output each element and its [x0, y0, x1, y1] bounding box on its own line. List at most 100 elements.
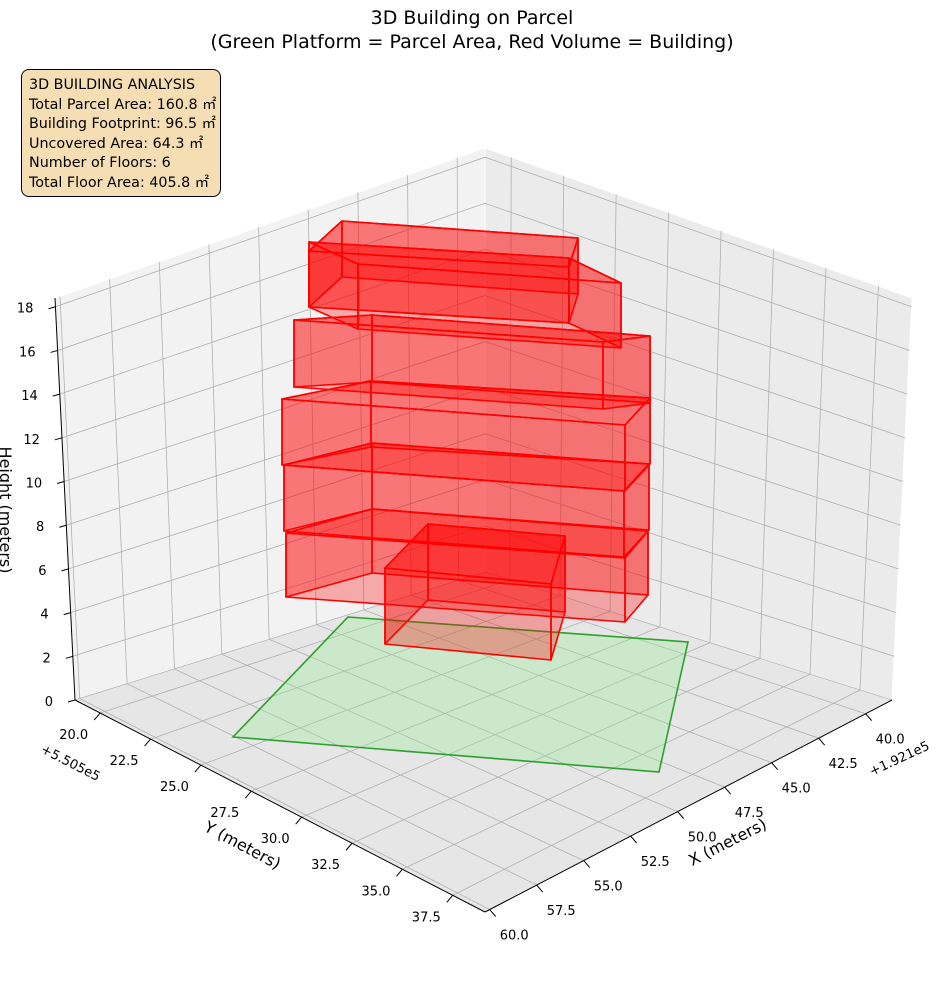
z-tick-label: 4 [40, 608, 48, 623]
z-tick-label: 16 [19, 345, 36, 360]
y-tick-mark [244, 790, 252, 799]
x-gridline [258, 226, 678, 812]
z-gridline [72, 525, 895, 657]
z-tick-mark [54, 437, 63, 441]
z-tick-mark [59, 524, 67, 528]
info-title: 3D BUILDING ANALYSIS [29, 77, 196, 93]
z-tick-label: 10 [26, 477, 43, 492]
building-floor [293, 314, 651, 410]
z-tick-label: 18 [17, 302, 34, 317]
x-tick-label: 50.0 [688, 831, 717, 846]
x-tick-mark [630, 835, 638, 844]
x-gridline [407, 175, 819, 739]
z-tick-label: 14 [21, 389, 38, 404]
info-footprint: Building Footprint: 96.5 ㎡ [29, 116, 216, 133]
y-tick-label: 27.5 [210, 806, 239, 821]
info-parcel-area: Total Parcel Area: 160.8 ㎡ [29, 96, 217, 113]
x-axis-line [484, 699, 893, 913]
y-gridline [150, 175, 565, 740]
z-gridline [64, 341, 903, 482]
x-tick-mark [771, 762, 779, 770]
x-tick-mark [865, 713, 873, 722]
x-gridline [208, 244, 631, 837]
x-tick-label: 60.0 [500, 929, 529, 944]
x-tick-mark [489, 909, 497, 917]
x-tick-label: 55.0 [594, 880, 623, 895]
z-tick-label: 8 [36, 520, 44, 535]
z-gridline [61, 295, 906, 439]
info-floors: Number of Floors: 6 [29, 155, 171, 172]
y-tick-label: 37.5 [412, 910, 441, 925]
y-tick-label: 25.0 [160, 780, 189, 795]
grid-lines [55, 156, 912, 910]
z-tick-mark [56, 481, 65, 485]
x-tick-mark [724, 786, 732, 795]
building-floor [308, 220, 579, 324]
z-tick-mark [63, 612, 71, 616]
building-face [293, 314, 651, 343]
y-tick-label: 35.0 [361, 884, 390, 899]
z-gridline [57, 202, 910, 351]
building-floor [308, 241, 622, 349]
z-tick-mark [65, 655, 73, 659]
y-tick-mark [446, 895, 454, 903]
z-tick-label: 6 [38, 564, 46, 579]
y-gridline [251, 212, 669, 792]
z-tick-label: 12 [23, 433, 40, 448]
x-tick-label: 40.0 [876, 733, 905, 748]
x-gridline [158, 261, 584, 861]
x-tick-mark [818, 737, 826, 746]
parcel-platform [231, 616, 689, 773]
x-gridline [357, 192, 772, 764]
y-tick-mark [345, 842, 353, 851]
x-tick-label: 57.5 [547, 904, 576, 919]
z-tick-label: 2 [43, 651, 51, 666]
x-tick-label: 45.0 [782, 782, 811, 797]
z-gridline [59, 248, 908, 395]
x-tick-mark [583, 860, 591, 868]
y-gridline [452, 286, 879, 896]
z-gridline [74, 571, 893, 701]
axis-lines [54, 297, 893, 913]
z-axis-line [54, 297, 76, 701]
y-tick-mark [144, 738, 151, 747]
x-tick-mark [677, 811, 685, 819]
info-uncovered: Uncovered Area: 64.3 ㎡ [29, 135, 204, 152]
parcel-polygon [231, 616, 689, 773]
z-gridline [55, 156, 912, 308]
building-face [384, 523, 566, 585]
y-offset-label: +5.505e5 [38, 742, 102, 785]
x-tick-mark [536, 884, 544, 893]
z-gridline [68, 433, 899, 570]
y-gridline [301, 230, 722, 818]
building-floor [283, 442, 650, 558]
y-tick-label: 30.0 [261, 832, 290, 847]
y-axis-line [74, 699, 486, 913]
chart-title-line2: (Green Platform = Parcel Area, Red Volum… [210, 31, 734, 53]
z-tick-mark [48, 306, 56, 310]
z-tick-label: 0 [45, 695, 53, 710]
x-gridline [59, 296, 490, 910]
building-floor [285, 508, 649, 623]
z-tick-mark [52, 393, 60, 397]
y-gridline [351, 249, 774, 844]
z-tick-mark [67, 699, 76, 703]
y-tick-label: 22.5 [110, 754, 139, 769]
x-gridline [307, 209, 725, 788]
z-tick-mark [61, 568, 69, 572]
info-box: 3D BUILDING ANALYSIS Total Parcel Area: … [21, 69, 221, 197]
chart-title-line1: 3D Building on Parcel [370, 7, 574, 29]
y-tick-mark [93, 712, 101, 721]
y-tick-mark [396, 868, 403, 877]
building-volume [281, 220, 651, 661]
x-tick-label: 52.5 [641, 855, 670, 870]
x-gridline [109, 278, 537, 886]
x-tick-label: 42.5 [829, 757, 858, 772]
y-gridline [402, 267, 827, 870]
y-tick-label: 32.5 [311, 858, 340, 873]
y-tick-mark [194, 764, 202, 773]
z-tick-mark [50, 349, 58, 353]
z-axis-label: Height (meters) [0, 447, 15, 574]
tick-marks: 0 2 4 6 8 10 12 14 16 18 40.0 42.5 45.0 47.5 50.0 52.5 5… [17, 302, 905, 944]
